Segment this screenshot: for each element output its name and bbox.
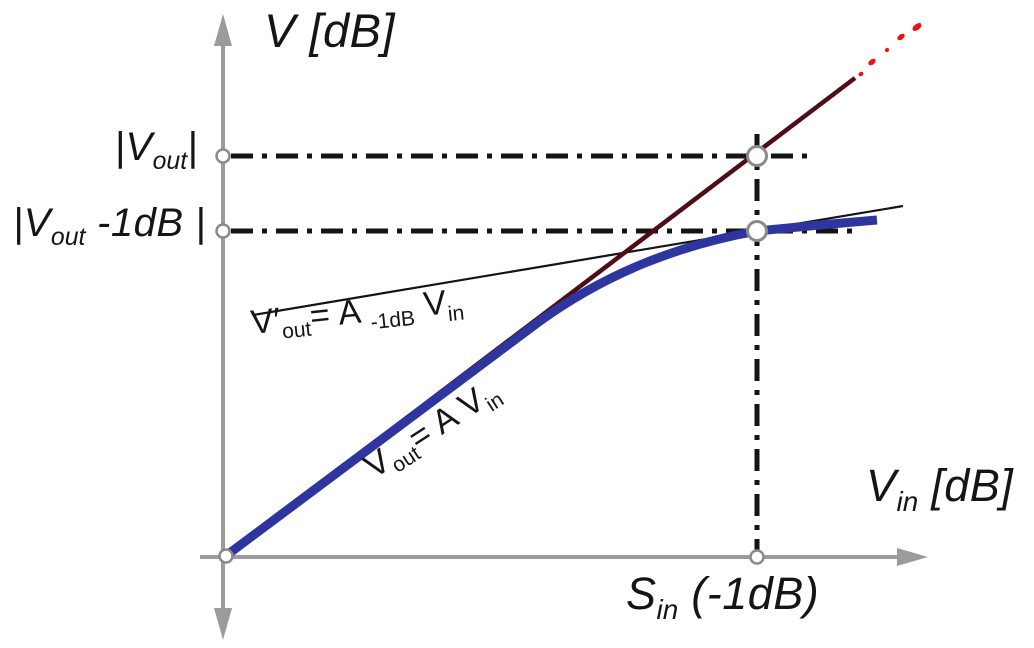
eq-sub-out: out [280, 317, 313, 344]
y-axis-title-base: V [264, 4, 296, 57]
eq-sub-in: in [446, 301, 466, 327]
y-axis-up-arrow-icon [214, 14, 232, 46]
sin-sub: in [656, 594, 679, 625]
compression-point-node [746, 220, 768, 242]
vout-1db-sub: out [50, 224, 86, 251]
sin-rest: (-1dB) [678, 568, 820, 619]
x-axis-arrow-icon [897, 548, 928, 566]
saturation-dot [858, 71, 864, 77]
eq-sub-1db: -1dB [369, 306, 417, 335]
vout-sub: out [152, 148, 188, 175]
saturation-dot [868, 58, 876, 66]
vout-1db-base: V [23, 201, 51, 245]
linear-intersection-node [746, 145, 768, 167]
abs-bar: | [195, 201, 206, 245]
vout-axis-node [215, 148, 231, 164]
abs-bar: | [187, 125, 198, 169]
saturation-dot [912, 23, 922, 31]
vout-1db-rest: -1dB [85, 201, 196, 245]
eq-base: V′ [248, 300, 283, 342]
abs-bar: | [114, 125, 126, 169]
vout-base: V [125, 125, 153, 169]
actual-gain-curve [224, 215, 878, 559]
origin-node [218, 548, 234, 564]
y-axis-down-arrow-icon [214, 608, 232, 640]
x-axis-title-sub: in [896, 486, 919, 517]
x-axis-title: Vin [dB] [866, 460, 1014, 515]
x-axis-title-base: V [866, 460, 897, 511]
sin-1db-marker-label: Sin (-1dB) [626, 568, 820, 623]
sin-axis-node [749, 549, 765, 565]
y-axis-title-unit: [dB] [295, 4, 396, 57]
abs-bar: | [12, 201, 24, 245]
saturation-dot [884, 47, 890, 53]
eq-tail: V [411, 283, 449, 325]
saturation-dots [858, 23, 922, 77]
y-axis-title: V [dB] [264, 4, 396, 57]
eq-mid: = A [308, 291, 372, 336]
x-axis-title-unit: [dB] [918, 460, 1014, 511]
vout-minus-1db-level-label: |Vout -1dB | [4, 201, 206, 250]
sin-base: S [626, 568, 657, 619]
saturation-dot [897, 33, 905, 41]
vout-level-label: |Vout| [36, 125, 198, 174]
vout-minus-1db-axis-node [215, 223, 231, 239]
